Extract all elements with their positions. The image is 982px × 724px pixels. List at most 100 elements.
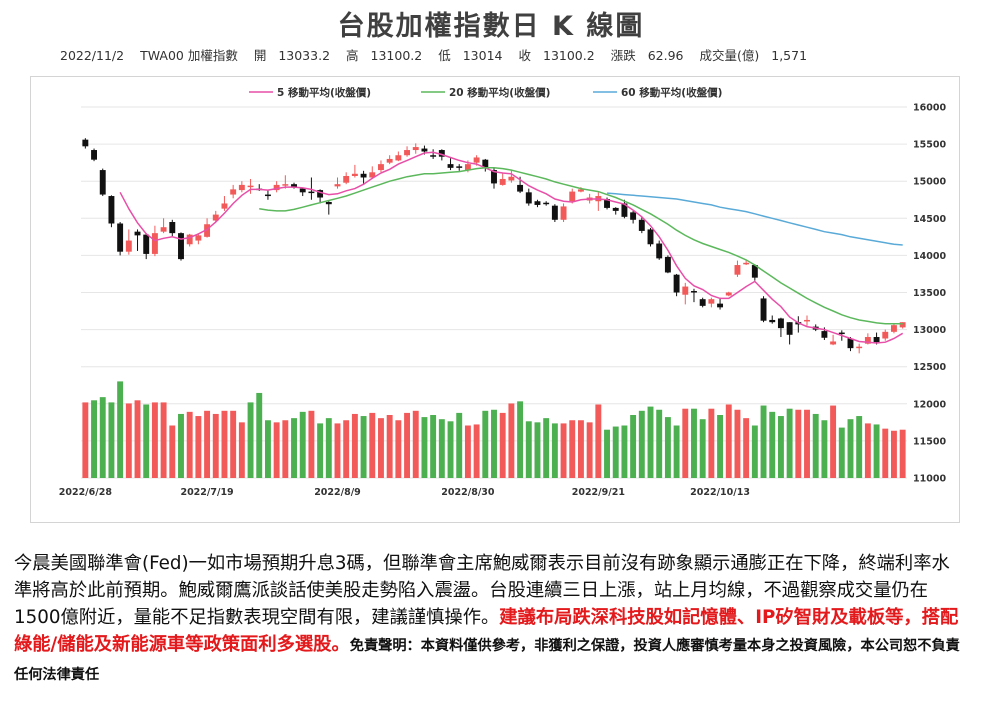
volume-bar bbox=[395, 420, 402, 478]
y-tick-label: 13000 bbox=[913, 325, 946, 336]
candles bbox=[82, 138, 906, 354]
volume-bar bbox=[343, 420, 350, 478]
volume-bar bbox=[673, 425, 680, 478]
candle-body bbox=[804, 319, 810, 322]
low-value: 13014 bbox=[462, 48, 503, 63]
volume-bar bbox=[577, 420, 584, 478]
volume-bar bbox=[230, 410, 237, 478]
volume-bar bbox=[856, 416, 863, 478]
candle-body bbox=[743, 262, 750, 265]
chart-title: 台股加權指數日 K 線圖 bbox=[337, 11, 645, 42]
candle-body bbox=[343, 176, 350, 183]
volume-bar bbox=[456, 412, 463, 478]
chart-frame: 5 移動平均(收盤價) 20 移動平均(收盤價) 60 移動平均(收盤價) 1600… bbox=[30, 76, 960, 523]
volume-bar bbox=[656, 409, 663, 478]
volume-bar bbox=[404, 412, 411, 478]
volume-bar bbox=[699, 419, 706, 478]
volume-bar bbox=[795, 409, 802, 478]
volume-bar bbox=[569, 420, 576, 478]
candle-body bbox=[691, 291, 697, 293]
candle-body bbox=[864, 337, 871, 344]
candle-body bbox=[673, 274, 680, 293]
volume-bar bbox=[308, 410, 315, 478]
volume-bar bbox=[525, 421, 532, 478]
high-label: 高 bbox=[346, 48, 359, 63]
volume-bar bbox=[273, 422, 280, 478]
volume-bar bbox=[360, 416, 367, 478]
volume-bar bbox=[769, 411, 776, 478]
volume-bar bbox=[838, 427, 845, 478]
candle-body bbox=[891, 325, 897, 332]
volume-bar bbox=[804, 409, 810, 478]
volume-bar bbox=[430, 415, 437, 478]
candle-body bbox=[369, 172, 376, 178]
candle-body bbox=[873, 337, 880, 343]
chart-legend: 5 移動平均(收盤價) 20 移動平均(收盤價) 60 移動平均(收盤價) bbox=[249, 86, 722, 99]
candle-body bbox=[856, 346, 863, 349]
candle-body bbox=[334, 184, 341, 187]
candle-body bbox=[708, 299, 715, 304]
volume-bar bbox=[117, 381, 124, 478]
volume-bar bbox=[473, 424, 480, 478]
candle-body bbox=[821, 331, 828, 338]
candle-body bbox=[769, 319, 776, 323]
candle-body bbox=[378, 164, 384, 171]
volume-bar bbox=[178, 413, 184, 478]
volume-bar bbox=[586, 422, 593, 478]
candle-body bbox=[386, 158, 393, 163]
volume-bar bbox=[325, 418, 332, 478]
commentary-highlight: 建議布局跌深科技股如記憶體、IP矽智財及載板等，搭配綠能/儲能及新能源車等政策面… bbox=[14, 607, 959, 655]
volume-bar bbox=[604, 429, 610, 478]
candle-body bbox=[447, 164, 454, 168]
volume-bar bbox=[91, 400, 97, 478]
volume-bar bbox=[891, 430, 897, 478]
volume-bar bbox=[777, 416, 784, 478]
candle-body bbox=[508, 176, 515, 181]
volume-bar bbox=[212, 413, 219, 478]
close-value: 13100.2 bbox=[543, 48, 595, 63]
volume-bar bbox=[317, 423, 324, 478]
volume-value: 1,571 bbox=[771, 48, 808, 63]
candle-body bbox=[760, 298, 767, 321]
candle-body bbox=[360, 173, 367, 178]
candle-body bbox=[499, 178, 506, 185]
y-tick-label: 13500 bbox=[913, 288, 946, 299]
volume-bar bbox=[691, 408, 697, 478]
candle-body bbox=[395, 155, 402, 161]
volume-bar bbox=[195, 416, 202, 478]
candle-body bbox=[351, 173, 358, 177]
candle-body bbox=[464, 164, 471, 171]
volume-bar bbox=[734, 409, 741, 478]
volume-bar bbox=[169, 425, 176, 478]
candle-body bbox=[682, 286, 689, 295]
commentary-paragraph: 今晨美國聯準會(Fed)一如市場預期升息3碼，但聯準會主席鮑威爾表示目前沒有跡象… bbox=[14, 550, 962, 689]
candle-body bbox=[473, 157, 480, 163]
y-tick-label: 14000 bbox=[913, 251, 946, 262]
candle-body bbox=[308, 191, 315, 194]
ma5-line bbox=[119, 151, 904, 344]
candle-body bbox=[482, 159, 489, 168]
candle-body bbox=[847, 338, 854, 349]
x-tick-label: 2022/7/19 bbox=[180, 487, 233, 498]
candle-body bbox=[577, 189, 584, 192]
candle-body bbox=[777, 318, 784, 329]
y-tick-label: 12000 bbox=[913, 399, 946, 410]
volume-bar bbox=[743, 418, 750, 478]
quote-date: 2022/11/2 bbox=[60, 48, 125, 63]
volume-bar bbox=[595, 404, 602, 478]
candle-body bbox=[786, 322, 793, 335]
legend-label-3: 60 移動平均(收盤價) bbox=[621, 86, 722, 99]
candle-body bbox=[282, 184, 289, 186]
volume-bar bbox=[647, 406, 654, 478]
volume-bar bbox=[682, 408, 689, 478]
candle-body bbox=[604, 199, 610, 208]
volume-bar bbox=[551, 423, 558, 478]
candle-body bbox=[404, 150, 411, 156]
volume-bar bbox=[256, 392, 263, 478]
disclaimer-text: 免責聲明：本資料僅供參考，非獲利之保證，投資人應審慎考量本身之投資風險，本公司恕… bbox=[14, 638, 960, 683]
candle-body bbox=[125, 240, 132, 252]
candle-body bbox=[430, 155, 437, 157]
candle-body bbox=[899, 322, 906, 328]
x-tick-label: 2022/6/28 bbox=[59, 487, 113, 498]
candle-body bbox=[543, 202, 550, 205]
